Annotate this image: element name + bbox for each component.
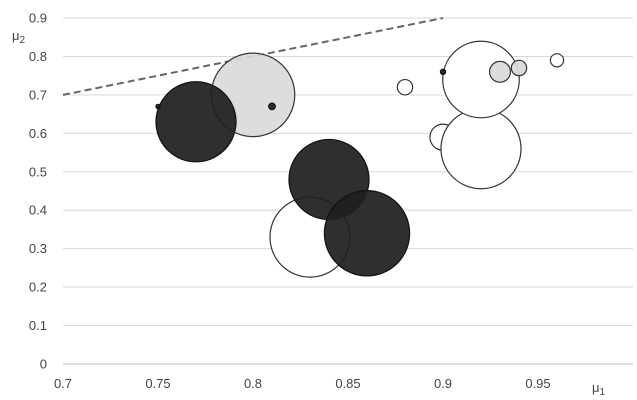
y-axis-label-main: μ	[12, 28, 20, 43]
bubble-white	[442, 40, 520, 119]
x-axis-label-sub: 1	[600, 387, 606, 395]
x-tick-label: 0.75	[145, 376, 170, 391]
y-tick-label: 0.7	[29, 87, 47, 102]
x-tick-label: 0.7	[54, 376, 72, 391]
bubble-white	[396, 78, 414, 96]
y-tick-label: 0.8	[29, 49, 47, 64]
x-tick-label: 0.9	[434, 376, 452, 391]
x-tick-label: 0.8	[244, 376, 262, 391]
x-axis-label: μ1	[592, 380, 606, 395]
y-tick-label: 0.5	[29, 164, 47, 179]
x-tick-label: 0.95	[525, 376, 550, 391]
x-axis-label-main: μ	[592, 380, 600, 395]
y-tick-label: 0.4	[29, 203, 47, 218]
y-tick-label: 0.6	[29, 126, 47, 141]
bubble-white	[440, 108, 522, 190]
x-tick-label: 0.85	[335, 376, 360, 391]
y-tick-label: 0	[40, 357, 47, 372]
y-tick-label: 0.2	[29, 280, 47, 295]
bubble-dark	[439, 68, 447, 76]
bubbles-layer	[155, 40, 565, 278]
y-axis-label-sub: 2	[20, 35, 26, 46]
y-tick-label: 0.3	[29, 241, 47, 256]
y-tick-label: 0.9	[29, 11, 47, 26]
y-tick-label: 0.1	[29, 318, 47, 333]
axis-labels: 0 0.1 0.2 0.3 0.4 0.5 0.6 0.7 0.8 0.9 0.7 0.75 0.8 0.…	[12, 11, 606, 399]
y-axis-label: μ2	[12, 28, 26, 46]
bubble-dark	[323, 190, 411, 277]
bubble-light	[510, 59, 528, 77]
bubble-dark	[155, 103, 161, 110]
bubble-white	[549, 53, 565, 68]
bubble-dark	[155, 81, 237, 163]
bubble-light	[488, 60, 512, 83]
bubble-dark	[268, 102, 276, 111]
